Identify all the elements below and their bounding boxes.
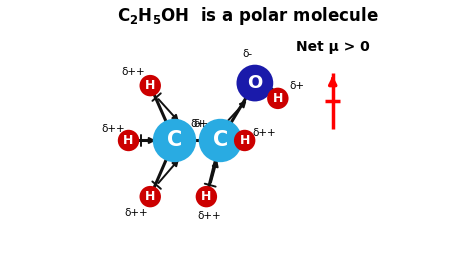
Text: δ++: δ++ — [124, 208, 148, 218]
Text: H: H — [273, 92, 283, 105]
Text: δ++: δ++ — [101, 124, 125, 134]
Circle shape — [234, 130, 255, 151]
Text: δ+: δ+ — [194, 119, 209, 129]
Text: C: C — [167, 131, 182, 150]
Circle shape — [267, 88, 289, 109]
Text: H: H — [201, 190, 211, 203]
Text: H: H — [145, 79, 155, 92]
Circle shape — [237, 65, 273, 101]
Text: δ+: δ+ — [290, 81, 304, 91]
Circle shape — [139, 75, 161, 96]
Circle shape — [118, 130, 139, 151]
Text: δ+: δ+ — [190, 119, 205, 129]
Text: O: O — [247, 74, 263, 92]
Text: δ++: δ++ — [122, 67, 146, 77]
Text: Net μ > 0: Net μ > 0 — [296, 40, 370, 54]
Circle shape — [199, 119, 242, 162]
Text: δ++: δ++ — [197, 211, 221, 221]
Circle shape — [196, 186, 217, 207]
Text: C: C — [213, 131, 228, 150]
Text: $\mathbf{C_2H_5OH}$  is a polar molecule: $\mathbf{C_2H_5OH}$ is a polar molecule — [117, 5, 379, 27]
Text: δ++: δ++ — [252, 128, 275, 138]
Circle shape — [139, 186, 161, 207]
Text: H: H — [123, 134, 134, 147]
Circle shape — [153, 119, 196, 162]
Text: δ-: δ- — [242, 49, 252, 59]
Text: H: H — [239, 134, 250, 147]
Text: H: H — [145, 190, 155, 203]
